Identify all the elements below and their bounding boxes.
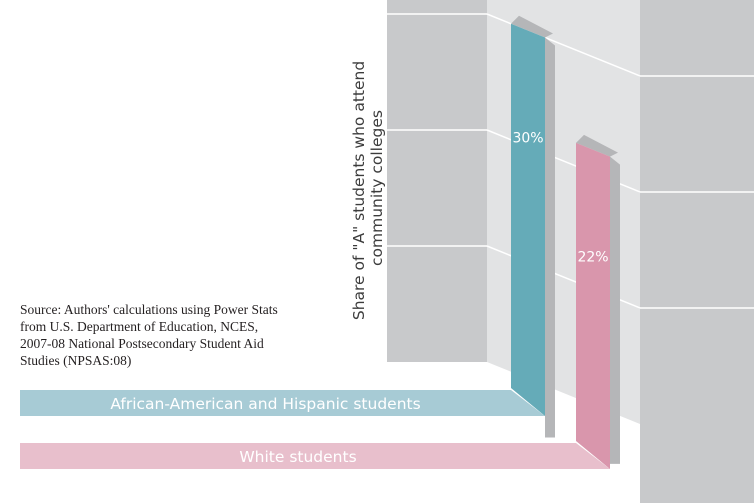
legend-strip-1: [20, 390, 511, 416]
bar-2-label: 22%: [577, 250, 608, 266]
source-line-3: 2007-08 National Postsecondary Student A…: [20, 336, 264, 351]
y-axis-label-line-1: Share of "A" students who attend: [350, 61, 368, 320]
gridlines: [387, 13, 754, 309]
bar-shadow: [610, 156, 620, 464]
source-line-2: from U.S. Department of Education, NCES,: [20, 319, 259, 334]
bar-group: 30% 22%: [511, 15, 620, 469]
bar-top-edge: [511, 15, 553, 38]
source-note: Source: Authors' calculations using Powe…: [20, 301, 290, 369]
legend-strip-2: [20, 443, 576, 469]
back-panel-left: [387, 0, 487, 362]
legend-strip-2-bevel: [576, 443, 610, 469]
bar-1-label: 30%: [512, 131, 543, 147]
bar-1: [511, 23, 545, 416]
bar-shadow: [545, 37, 555, 438]
legend-strips: African-American and Hispanic students Wh…: [20, 390, 610, 469]
back-panel-right: [640, 0, 754, 503]
bar-top-edge: [576, 134, 618, 157]
source-line-4: Studies (NPSAS:08): [20, 353, 132, 368]
legend-label-2: White students: [239, 448, 356, 466]
legend-strip-1-bevel: [511, 390, 545, 416]
y-axis-label: Share of "A" students who attend communi…: [350, 56, 386, 320]
legend-label-1: African-American and Hispanic students: [110, 395, 420, 413]
y-axis-label-line-2: community colleges: [368, 110, 386, 266]
source-line-1: Source: Authors' calculations using Powe…: [20, 302, 278, 317]
bar-2: [576, 142, 610, 469]
